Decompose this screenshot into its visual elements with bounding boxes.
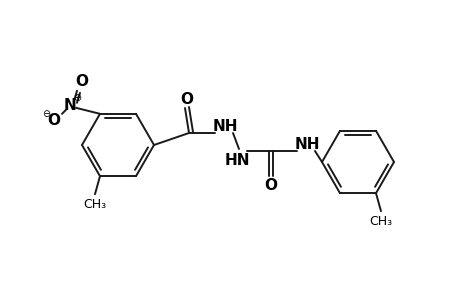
Text: ⊕: ⊕: [73, 93, 81, 103]
Text: O: O: [75, 74, 88, 89]
Text: O: O: [180, 92, 193, 106]
Text: CH₃: CH₃: [83, 198, 106, 211]
Text: O: O: [264, 178, 277, 193]
Text: ⊖: ⊖: [42, 109, 50, 119]
Text: N: N: [63, 98, 76, 113]
Text: O: O: [47, 113, 61, 128]
Text: NH: NH: [212, 118, 237, 134]
Text: CH₃: CH₃: [369, 215, 392, 228]
Text: HN: HN: [224, 152, 249, 167]
Text: NH: NH: [294, 136, 319, 152]
